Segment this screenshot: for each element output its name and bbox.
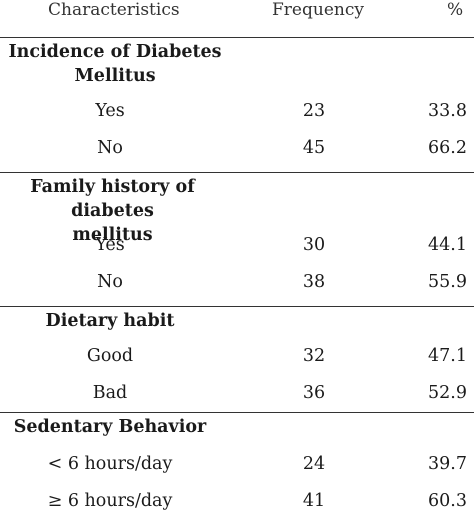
row-frequency: 32 <box>302 346 326 366</box>
row-label: Good <box>86 346 134 366</box>
row-frequency: 45 <box>302 138 326 158</box>
group-title-line1: Dietary habit <box>45 311 175 331</box>
row-percent: 60.3 <box>428 491 467 511</box>
header-percent: % <box>447 0 464 20</box>
divider <box>0 172 474 173</box>
row-frequency: 41 <box>302 491 326 511</box>
group-title: Dietary habit <box>0 309 220 333</box>
header-frequency: Frequency <box>272 0 364 20</box>
row-label: No <box>97 138 123 158</box>
group-title-line1: Sedentary Behavior <box>13 417 207 437</box>
row-percent: 44.1 <box>428 235 467 255</box>
row-percent: 52.9 <box>428 383 467 403</box>
row-frequency: 24 <box>302 454 326 474</box>
group-title: Incidence of Diabetes Mellitus <box>0 40 230 88</box>
row-label: Yes <box>95 235 125 255</box>
group-title-line1: Family history of diabetes <box>30 177 195 221</box>
divider <box>0 37 474 38</box>
group-title-line2: Mellitus <box>74 66 156 86</box>
header-characteristics: Characteristics <box>48 0 180 20</box>
row-frequency: 38 <box>302 272 326 292</box>
row-label: Yes <box>95 101 125 121</box>
row-frequency: 30 <box>302 235 326 255</box>
row-percent: 66.2 <box>428 138 467 158</box>
row-frequency: 36 <box>302 383 326 403</box>
row-percent: 55.9 <box>428 272 467 292</box>
group-title-line2: mellitus <box>72 225 153 245</box>
group-title: Family history of diabetes mellitus <box>0 175 225 247</box>
row-frequency: 23 <box>302 101 326 121</box>
row-percent: 39.7 <box>428 454 467 474</box>
group-title-line1: Incidence of Diabetes <box>8 42 222 62</box>
divider <box>0 306 474 307</box>
row-label: Bad <box>92 383 128 403</box>
group-title: Sedentary Behavior <box>0 415 220 439</box>
row-label: No <box>97 272 123 292</box>
row-label: < 6 hours/day <box>47 454 173 474</box>
row-percent: 33.8 <box>428 101 467 121</box>
divider <box>0 412 474 413</box>
row-label: ≥ 6 hours/day <box>47 491 173 511</box>
row-percent: 47.1 <box>428 346 467 366</box>
